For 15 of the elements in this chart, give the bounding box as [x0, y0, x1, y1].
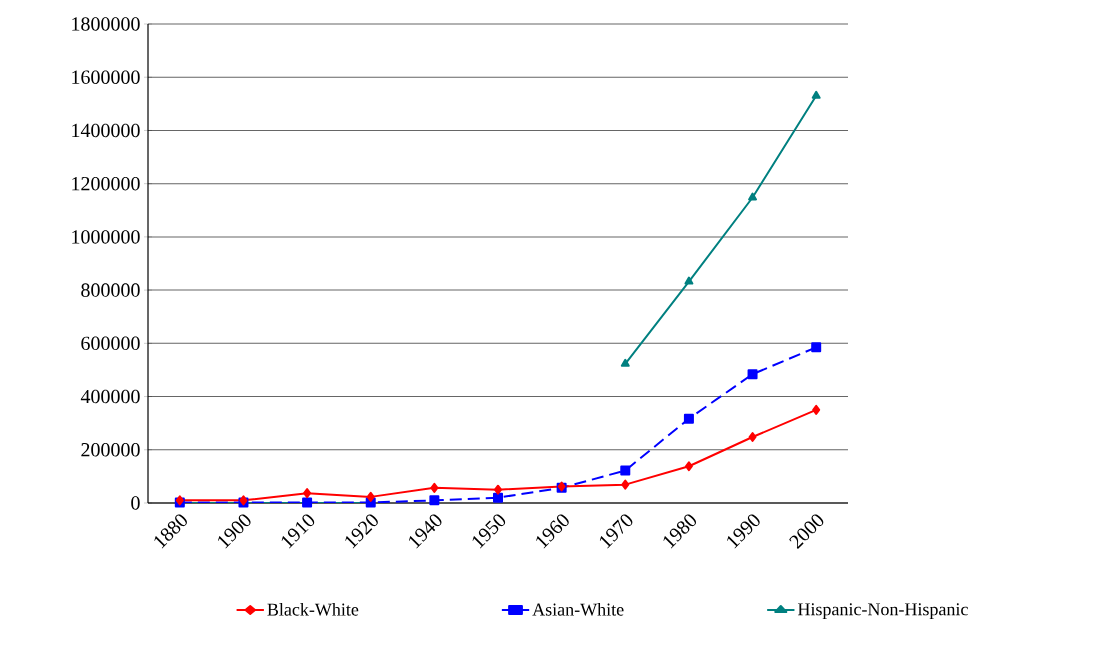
y-tick-label: 400000 [80, 389, 140, 404]
y-tick-label: 1200000 [72, 176, 140, 191]
legend-label: Black-White [267, 602, 359, 616]
y-tick-label: 800000 [81, 283, 140, 297]
y-tick-label: 600000 [81, 336, 140, 351]
y-tick-label: 1800000 [72, 17, 140, 31]
y-tick-label: 0 [131, 496, 140, 510]
y-tick-label: 1400000 [72, 123, 140, 138]
y-tick-label: 1000000 [72, 230, 140, 244]
x-tick-label: 1960 [536, 514, 569, 549]
legend-label: Asian-White [532, 602, 624, 616]
y-tick-label: 1600000 [72, 70, 140, 84]
legend-label: Hispanic-Non-Hispanic [797, 603, 968, 620]
x-tick-label: 1990 [727, 514, 760, 549]
y-tick-label: 200000 [81, 443, 140, 457]
